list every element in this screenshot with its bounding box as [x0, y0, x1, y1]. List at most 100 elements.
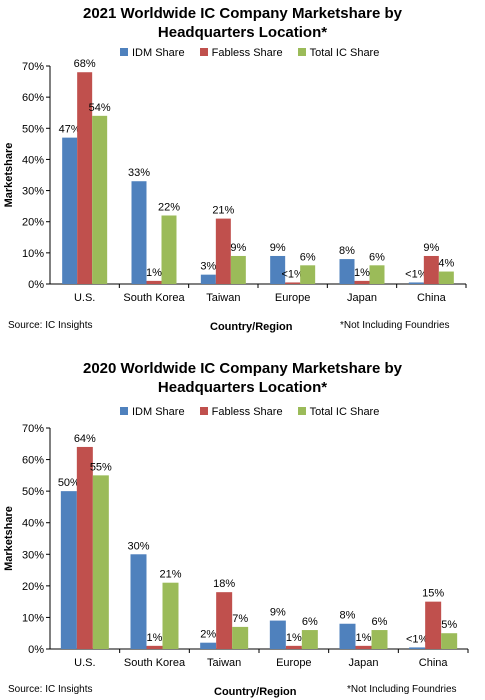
x-tick-label: Japan — [347, 292, 377, 304]
bar-value-label: 33% — [128, 167, 150, 179]
legend-item-total: Total IC Share — [297, 47, 380, 59]
x-tick-label: U.S. — [74, 292, 95, 304]
legend-item-fabless: Fabless Share — [199, 406, 283, 418]
y-axis-title: Marketshare — [3, 143, 15, 208]
legend-label-fabless: Fabless Share — [211, 47, 283, 59]
legend-swatch-idm — [120, 407, 128, 415]
chart-2021: 2021 Worldwide IC Company Marketshare by… — [0, 0, 485, 340]
x-tick-label: South Korea — [123, 292, 185, 304]
bar-value-label: 9% — [270, 242, 286, 254]
bar-idm — [62, 137, 78, 284]
footnote: *Not Including Foundries — [347, 684, 457, 695]
x-tick-label: Europe — [276, 657, 311, 669]
y-tick-label: 40% — [22, 154, 44, 166]
bar-value-label: 9% — [270, 607, 286, 619]
bar-total — [230, 255, 246, 284]
bar-idm — [200, 274, 216, 284]
y-tick-label: 50% — [22, 486, 44, 498]
bar-value-label: 8% — [339, 245, 355, 257]
bar-value-label: 2% — [200, 629, 216, 641]
bar-idm — [339, 259, 355, 284]
bar-value-label: <1% — [282, 268, 305, 280]
y-tick-label: 40% — [22, 518, 44, 530]
legend-item-total: Total IC Share — [297, 406, 380, 418]
legend-item-idm: IDM Share — [120, 406, 185, 418]
bar-fabless — [146, 645, 163, 649]
x-tick-label: Europe — [275, 292, 310, 304]
bar-fabless — [76, 446, 93, 649]
source-note: Source: IC Insights — [8, 684, 93, 695]
y-tick-label: 0% — [28, 279, 44, 291]
y-tick-label: 70% — [22, 423, 44, 435]
bar-total — [369, 265, 385, 284]
bar-value-label: 50% — [58, 477, 80, 489]
bar-value-label: 4% — [438, 258, 454, 270]
legend-swatch-fabless — [199, 407, 208, 415]
legend-label-fabless: Fabless Share — [211, 406, 283, 418]
bar-value-label: 22% — [158, 201, 180, 213]
chart-title: 2020 Worldwide IC Company Marketshare by… — [0, 359, 485, 397]
bar-value-label: <1% — [406, 633, 429, 645]
y-tick-label: 20% — [22, 581, 44, 593]
bar-idm — [409, 647, 426, 649]
y-tick-label: 70% — [22, 61, 44, 73]
y-tick-label: 50% — [22, 123, 44, 135]
y-tick-label: 60% — [22, 92, 44, 104]
chart-legend: IDM Share Fabless Share Total IC Share — [120, 406, 391, 418]
legend-swatch-fabless — [199, 48, 208, 56]
chart-title: 2021 Worldwide IC Company Marketshare by… — [0, 4, 485, 42]
bar-total — [441, 633, 458, 649]
bar-value-label: 1% — [286, 632, 302, 644]
legend-label-idm: IDM Share — [132, 47, 185, 59]
bar-fabless — [285, 645, 302, 649]
x-tick-label: China — [417, 292, 447, 304]
bar-total — [371, 630, 388, 649]
x-tick-label: Taiwan — [207, 657, 241, 669]
bar-value-label: 6% — [300, 251, 316, 263]
bar-idm — [131, 181, 147, 284]
bar-value-label: 54% — [89, 102, 111, 114]
legend-label-total: Total IC Share — [309, 47, 380, 59]
bar-value-label: 15% — [422, 588, 444, 600]
bar-idm — [60, 491, 77, 649]
legend-label-idm: IDM Share — [132, 406, 185, 418]
bar-plot: Marketshare 0% 10% 20% 30% 40% 50% 60% 70% 47% 68%… — [3, 58, 467, 304]
bar-value-label: <1% — [405, 268, 428, 280]
bar-total — [92, 475, 109, 649]
bar-idm — [200, 642, 217, 649]
bar-value-label: 9% — [423, 242, 439, 254]
legend-item-fabless: Fabless Share — [199, 47, 283, 59]
bar-value-label: 64% — [74, 433, 96, 445]
bar-fabless — [77, 72, 93, 284]
chart-2020: 2020 Worldwide IC Company Marketshare by… — [0, 355, 485, 700]
y-tick-label: 30% — [22, 549, 44, 561]
legend-label-total: Total IC Share — [309, 406, 380, 418]
bar-value-label: 1% — [356, 632, 372, 644]
legend-swatch-idm — [120, 48, 128, 56]
bar-value-label: 1% — [147, 632, 163, 644]
y-axis-title: Marketshare — [3, 506, 15, 571]
bar-value-label: 21% — [212, 205, 234, 217]
bar-value-label: 1% — [146, 267, 162, 279]
bar-value-label: 21% — [159, 569, 181, 581]
bar-idm — [269, 620, 286, 649]
x-axis-title: Country/Region — [214, 686, 297, 698]
y-tick-label: 60% — [22, 455, 44, 467]
y-tick-label: 30% — [22, 186, 44, 198]
bar-idm — [408, 282, 424, 284]
x-tick-label: U.S. — [74, 657, 95, 669]
bar-value-label: 7% — [232, 613, 248, 625]
bar-value-label: 3% — [200, 261, 216, 273]
chart-title-line-1: 2020 Worldwide IC Company Marketshare by — [83, 360, 402, 377]
bar-total — [301, 630, 318, 649]
x-tick-label: South Korea — [124, 657, 186, 669]
bar-value-label: 18% — [213, 578, 235, 590]
x-tick-label: China — [419, 657, 449, 669]
bar-value-label: 8% — [340, 610, 356, 622]
chart-title-line-2: Headquarters Location* — [157, 379, 328, 396]
y-tick-label: 0% — [28, 644, 44, 656]
bar-idm — [130, 554, 147, 649]
bar-idm — [270, 255, 286, 284]
footnote: *Not Including Foundries — [340, 320, 450, 331]
bar-total — [162, 582, 179, 649]
